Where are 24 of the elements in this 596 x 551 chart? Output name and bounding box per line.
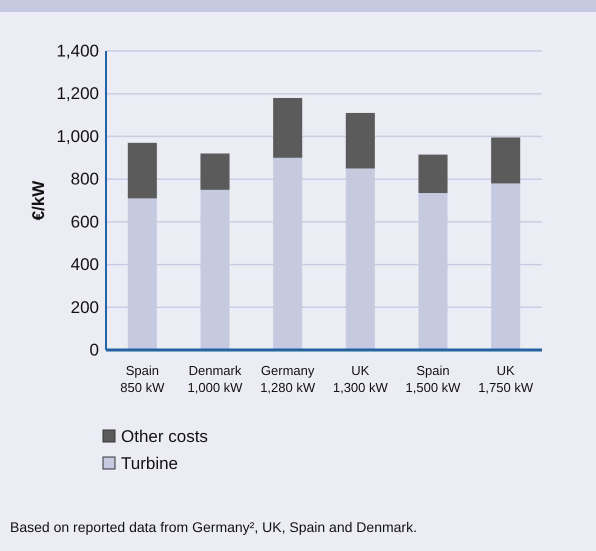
bar [346,112,375,168]
y-tick-label: 1,200 [56,84,99,104]
y-tick-label: 1,000 [56,126,99,146]
bar [200,154,230,190]
bar [491,137,520,184]
x-tick-label: Spain 1,500 kW [406,363,462,395]
x-tick-label: UK 1,300 kW [332,363,389,395]
bar [128,142,157,198]
bar [273,98,302,158]
y-tick-label: 600 [70,212,99,232]
x-tick-label: Germany 1,280 kW [260,363,316,395]
legend-label: Turbine [121,454,178,472]
x-tick-label: Spain 850 kW [120,363,166,395]
y-tick-label: 1,400 [56,42,99,60]
y-axis-title: €/kW [29,180,48,220]
text: Based on reported data from Germany², UK, Spain and Denmark. [10,519,417,535]
legend-label: Other costs [121,426,208,446]
y-tick-label: 200 [70,298,99,317]
x-tick-label: Denmark 1,000 kW [188,363,244,395]
bar [418,154,448,194]
y-tick-label: 0 [90,340,99,360]
y-tick-label: 800 [70,170,99,189]
y-tick-label: 400 [70,255,99,274]
x-tick-label: UK 1,750 kW [478,363,534,395]
